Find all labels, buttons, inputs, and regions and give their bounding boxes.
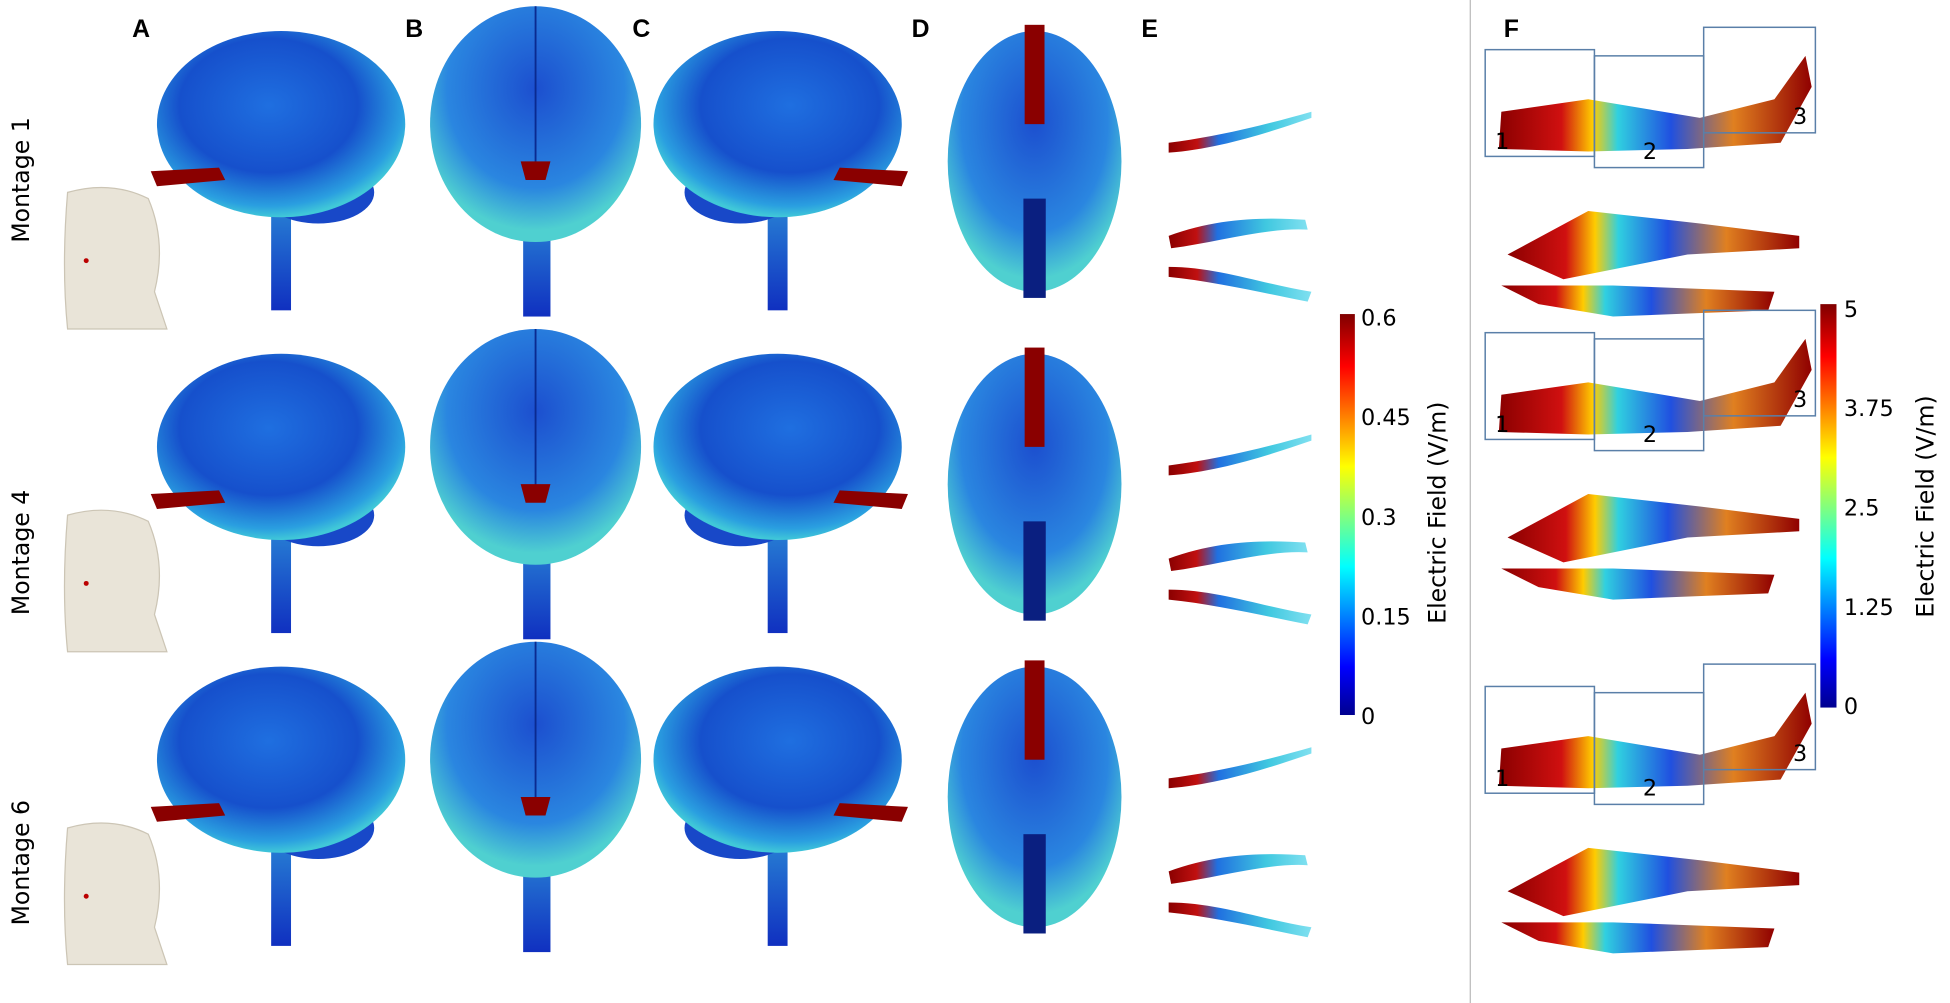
- colorbar-tick-label: 0.15: [1361, 604, 1411, 630]
- panel-label: B: [405, 16, 423, 43]
- tract-rendering: [1498, 692, 1812, 954]
- colorbar: [1820, 304, 1837, 708]
- colorbar-tick-label: 2.5: [1844, 495, 1880, 521]
- brain-side: [653, 666, 908, 946]
- brain-side: [150, 31, 406, 311]
- region-label: 2: [1643, 139, 1657, 165]
- tract-rendering: [1498, 55, 1812, 317]
- region-box: [1702, 26, 1817, 134]
- colorbar-tick-label: 1.25: [1844, 595, 1894, 621]
- row-label: Montage 4: [7, 490, 35, 615]
- brain-bottom: [947, 347, 1122, 621]
- head-model: [63, 822, 168, 966]
- row-label: Montage 6: [7, 800, 35, 925]
- region-label: 1: [1495, 129, 1509, 155]
- brain-side: [150, 353, 406, 634]
- colorbar: [1339, 314, 1355, 716]
- renderings: [63, 5, 1817, 966]
- colorbar-tick-label: 0.6: [1361, 306, 1397, 332]
- region-label: 2: [1643, 776, 1657, 802]
- panel-label: F: [1504, 16, 1519, 43]
- colorbar-label: Electric Field (V/m): [1423, 402, 1451, 624]
- region-label: 1: [1495, 766, 1509, 792]
- panel-label: E: [1141, 16, 1158, 43]
- tract-rendering: [1498, 338, 1812, 600]
- region-label: 3: [1793, 104, 1807, 130]
- brain-bottom: [947, 660, 1122, 934]
- region-label: 3: [1793, 387, 1807, 413]
- brain-front: [429, 640, 643, 954]
- brain-front: [429, 328, 643, 641]
- colorbar-tick-label: 3.75: [1844, 396, 1894, 422]
- colorbar-tick-label: 0.3: [1361, 505, 1397, 531]
- row-label: Montage 1: [7, 117, 35, 242]
- head-model: [63, 509, 168, 653]
- panel-label: C: [632, 16, 650, 43]
- optic-tracts: [1168, 111, 1312, 302]
- region-label: 1: [1495, 412, 1509, 438]
- brain-side: [653, 31, 908, 311]
- brain-side: [653, 353, 908, 634]
- head-model: [63, 186, 168, 330]
- region-box: [1702, 663, 1817, 771]
- region-label: 3: [1793, 741, 1807, 767]
- brain-side: [150, 666, 406, 946]
- brain-bottom: [947, 24, 1122, 298]
- panel-label: D: [912, 16, 930, 43]
- colorbar-label: Electric Field (V/m): [1911, 395, 1939, 617]
- colorbar-tick-label: 0: [1844, 694, 1858, 720]
- brain-front: [429, 5, 643, 318]
- region-label: 2: [1643, 422, 1657, 448]
- region-box: [1702, 309, 1817, 417]
- colorbar-tick-label: 0.45: [1361, 405, 1411, 431]
- optic-tracts: [1168, 434, 1312, 625]
- colorbar-tick-label: 0: [1361, 704, 1375, 730]
- optic-tracts: [1168, 747, 1312, 938]
- colorbar-tick-label: 5: [1844, 297, 1858, 323]
- panel-label: A: [132, 16, 150, 43]
